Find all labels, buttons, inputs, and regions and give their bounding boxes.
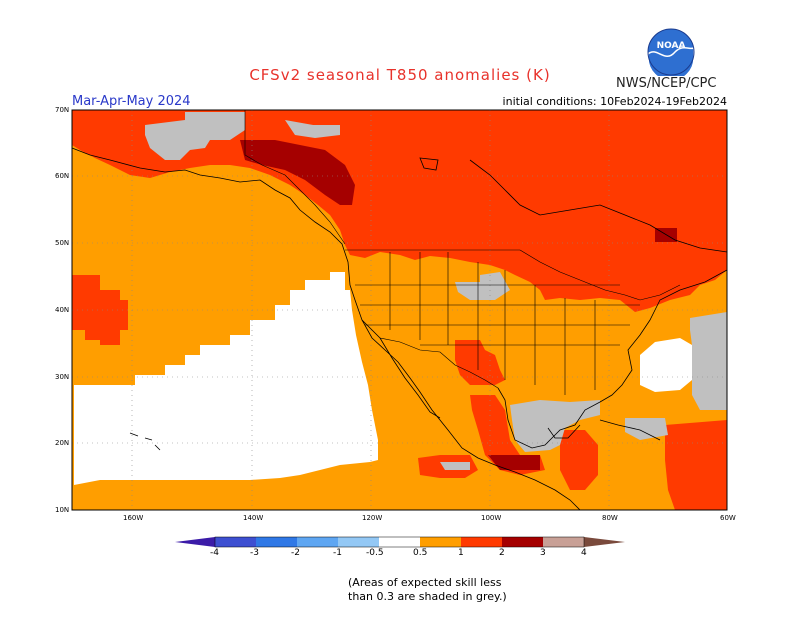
lon-label-120w: 120W — [362, 514, 383, 522]
red-region-pacific — [72, 275, 128, 345]
map-gridlines — [72, 110, 727, 510]
red-region-north — [72, 110, 727, 312]
colorbar-label-3: 3 — [540, 548, 546, 558]
colorbar-label-4: 4 — [581, 548, 587, 558]
colorbar-label-05: 0.5 — [413, 548, 428, 558]
colorbar-bin-neg3-neg2 — [256, 537, 297, 547]
lat-label-40n: 40N — [55, 306, 70, 314]
colorbar-label-2: 2 — [499, 548, 505, 558]
darkred-region-mexico — [488, 455, 540, 470]
noaa-logo-text: NOAA — [657, 41, 686, 51]
agency-label: NWS/NCEP/CPC — [616, 76, 717, 91]
grey-region-caribbean — [625, 418, 668, 440]
colorbar-bin-05-1 — [420, 537, 461, 547]
lon-label-80w: 80W — [602, 514, 618, 522]
initial-conditions-label: initial conditions: 10Feb2024-19Feb2024 — [502, 95, 727, 108]
lat-label-10n: 10N — [55, 506, 70, 514]
lon-label-60w: 60W — [720, 514, 736, 522]
map-title: CFSv2 seasonal T850 anomalies (K) — [249, 66, 551, 84]
grey-region-canada-edge — [295, 125, 340, 135]
darkred-region-alaska-yukon — [240, 140, 355, 205]
lat-label-70n: 70N — [55, 106, 70, 114]
colorbar-bin-2-3 — [502, 537, 543, 547]
colorbar-label-neg3: -3 — [250, 548, 259, 558]
colorbar-bin-neg2-neg1 — [297, 537, 338, 547]
colorbar — [175, 536, 625, 548]
grey-region-atlantic-north — [690, 312, 727, 410]
lat-label-20n: 20N — [55, 439, 70, 447]
grey-region-gulf — [510, 400, 600, 452]
red-region-caribbean — [560, 430, 598, 490]
lon-label-160w: 160W — [123, 514, 144, 522]
colorbar-label-1: 1 — [458, 548, 464, 558]
colorbar-max-arrow — [584, 537, 625, 547]
colorbar-bin-neg4-neg3 — [215, 537, 256, 547]
red-region-mexico — [455, 340, 505, 385]
lat-label-50n: 50N — [55, 239, 70, 247]
colorbar-bin-3-4 — [543, 537, 584, 547]
borders — [244, 110, 681, 395]
colorbar-label-neg4: -4 — [210, 548, 219, 558]
grey-region-greatlakes — [455, 272, 510, 300]
colorbar-label-neg1: -1 — [333, 548, 342, 558]
lon-label-140w: 140W — [243, 514, 264, 522]
skill-note-line1: (Areas of expected skill less — [348, 576, 502, 589]
skill-note-line2: than 0.3 are shaded in grey.) — [348, 590, 507, 603]
map-frame — [71, 109, 728, 511]
grey-region-alaska — [145, 112, 245, 160]
colorbar-label-neg05: -0.5 — [366, 548, 384, 558]
skill-note: (Areas of expected skill less than 0.3 a… — [348, 576, 507, 604]
noaa-logo: NOAA — [647, 28, 695, 76]
colorbar-bin-neg1-neg05 — [338, 537, 379, 547]
colorbar-min-arrow — [175, 537, 215, 547]
lon-label-100w: 100W — [481, 514, 502, 522]
colorbar-bin-neutral — [379, 537, 420, 547]
coastlines — [71, 147, 728, 511]
red-region-atlantic — [665, 420, 727, 510]
colorbar-bin-1-2 — [461, 537, 502, 547]
white-region — [74, 272, 378, 485]
colorbar-label-neg2: -2 — [291, 548, 300, 558]
season-label: Mar-Apr-May 2024 — [72, 94, 191, 109]
lat-label-30n: 30N — [55, 373, 70, 381]
white-region-atlantic — [640, 338, 692, 392]
lat-label-60n: 60N — [55, 172, 70, 180]
grey-region-pacific-south — [440, 462, 470, 470]
